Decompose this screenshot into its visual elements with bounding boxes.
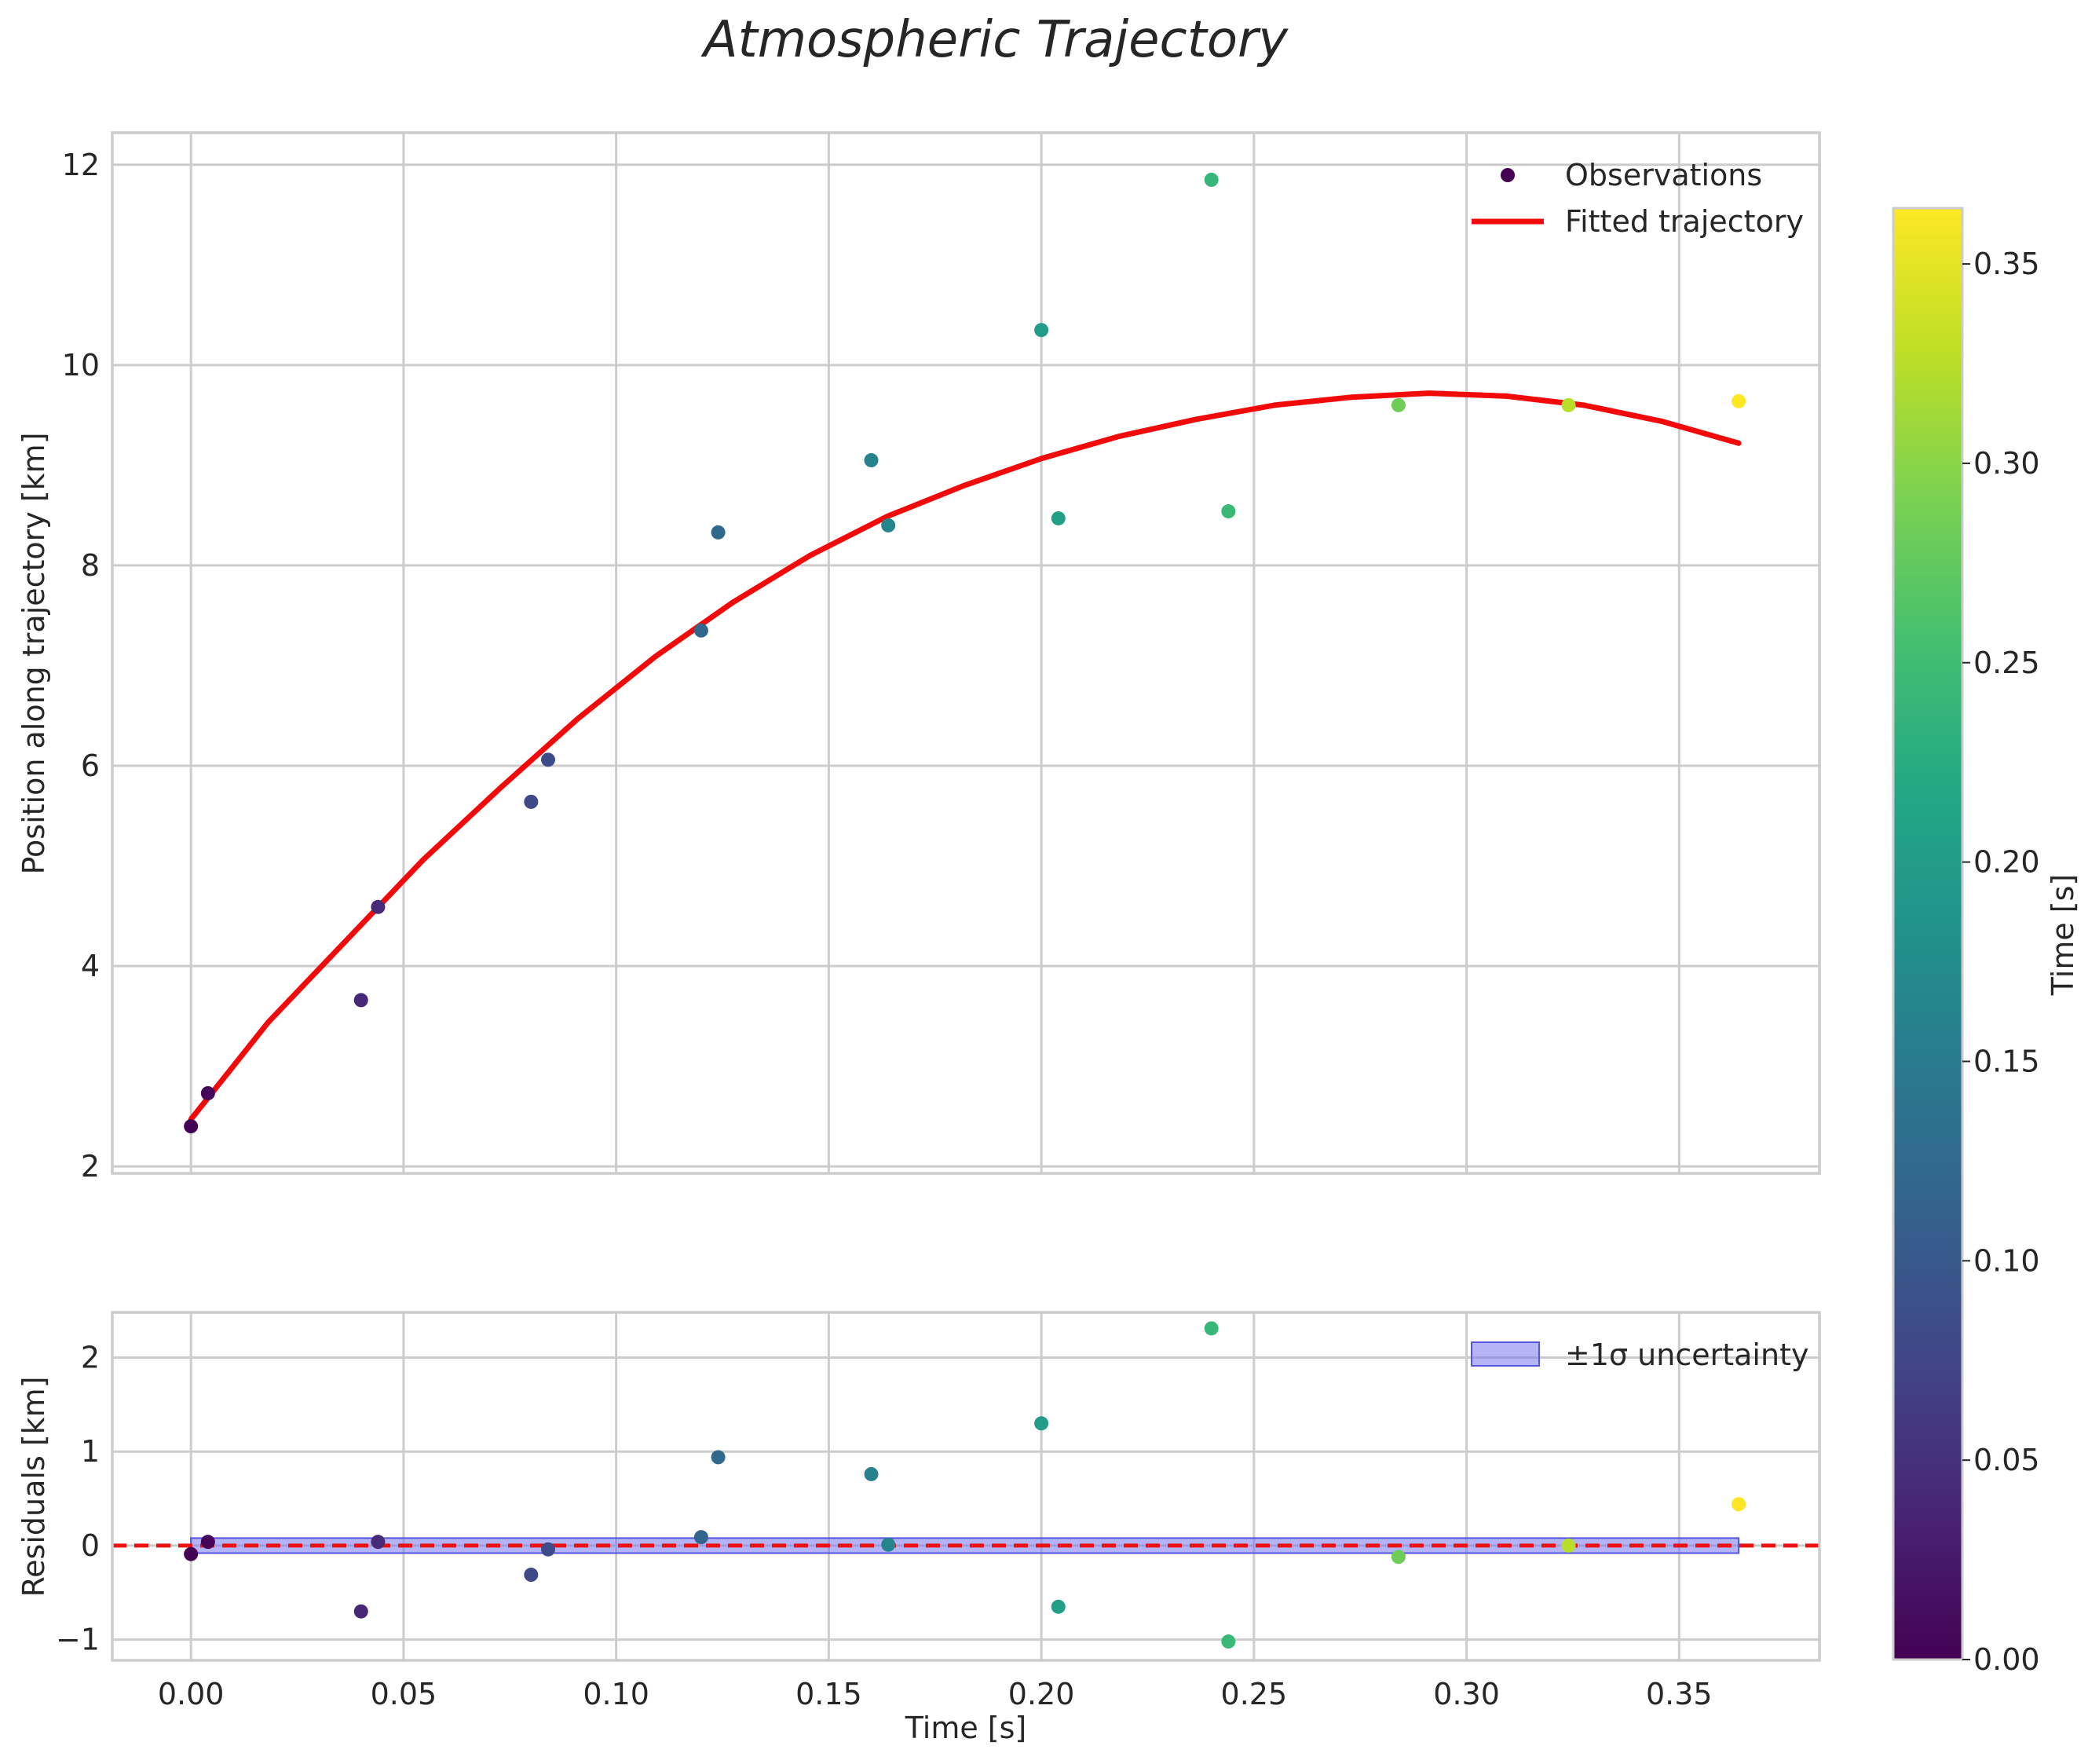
residual-point xyxy=(1051,1599,1066,1614)
observation-point xyxy=(184,1119,199,1134)
observation-point xyxy=(524,794,539,809)
colorbar-tick-label-0: 0.00 xyxy=(1973,1642,2040,1677)
residual-point xyxy=(371,1535,386,1550)
main-axes-frame xyxy=(111,131,1821,1175)
residuals-axes-frame xyxy=(111,1311,1821,1662)
colorbar: 0.00 0.05 0.10 0.15 0.20 0.25 0.30 0.35 Time [s… xyxy=(1892,207,2080,1677)
x-tick-label-6: 0.30 xyxy=(1433,1677,1500,1711)
main-y-tick-label-5: 12 xyxy=(62,148,100,182)
x-tick-label-3: 0.15 xyxy=(795,1677,862,1711)
main-plot-area xyxy=(184,172,1746,1134)
residuals-y-tick-label-0: −1 xyxy=(56,1623,100,1657)
colorbar-tick-label-1: 0.05 xyxy=(1973,1443,2040,1477)
colorbar-tick-label-3: 0.15 xyxy=(1973,1044,2040,1078)
fitted-trajectory-line xyxy=(188,390,1742,1122)
observation-point xyxy=(371,899,386,914)
colorbar-frame xyxy=(1892,207,1964,1661)
main-y-tick-label-4: 10 xyxy=(62,348,100,382)
residuals-y-tick-label-3: 2 xyxy=(81,1340,100,1374)
chart-title: Atmospheric Trajectory xyxy=(700,11,1289,69)
observation-point xyxy=(1391,397,1406,412)
residual-point xyxy=(184,1546,199,1561)
residuals-y-axis-label: Residuals [km] xyxy=(16,1376,51,1597)
residual-point xyxy=(1034,1416,1049,1431)
residuals-tick-labels: 0.00 0.05 0.10 0.15 0.20 0.25 0.30 0.35 −1 0 1 2 xyxy=(56,1340,1713,1711)
colorbar-tick-label-5: 0.25 xyxy=(1973,646,2040,680)
observation-point xyxy=(1204,172,1219,187)
residual-point xyxy=(541,1542,556,1557)
x-tick-label-2: 0.10 xyxy=(583,1677,649,1711)
residual-point xyxy=(881,1537,896,1552)
observation-point xyxy=(1034,323,1049,338)
main-y-tick-label-0: 2 xyxy=(81,1149,100,1184)
colorbar-tick-label-6: 0.30 xyxy=(1973,446,2040,481)
main-gridlines xyxy=(112,133,1819,1173)
x-tick-label-7: 0.35 xyxy=(1646,1677,1713,1711)
legend-uncertainty-label: ±1σ uncertainty xyxy=(1565,1338,1808,1372)
residuals-gridlines xyxy=(112,1312,1819,1660)
main-y-tick-label-2: 6 xyxy=(81,748,100,783)
x-tick-label-0: 0.00 xyxy=(158,1677,225,1711)
residuals-legend: ±1σ uncertainty xyxy=(1471,1338,1808,1372)
legend-fitted-label: Fitted trajectory xyxy=(1565,204,1804,239)
legend-observations-label: Observations xyxy=(1565,158,1762,192)
residual-point xyxy=(1204,1321,1219,1336)
observation-point xyxy=(693,623,708,638)
residual-point xyxy=(864,1466,879,1481)
main-y-tick-label-3: 8 xyxy=(81,548,100,583)
observation-point xyxy=(200,1085,215,1100)
colorbar-tick-label-4: 0.20 xyxy=(1973,845,2040,880)
observation-point xyxy=(1051,511,1066,525)
residual-point xyxy=(1561,1538,1576,1553)
x-axis-label: Time [s] xyxy=(905,1711,1027,1745)
colorbar-ticks: 0.00 0.05 0.10 0.15 0.20 0.25 0.30 0.35 xyxy=(1962,247,2040,1677)
legend-uncertainty-swatch xyxy=(1471,1341,1540,1367)
residual-point xyxy=(711,1450,726,1465)
x-tick-label-5: 0.25 xyxy=(1221,1677,1288,1711)
colorbar-gradient xyxy=(1893,208,1962,1660)
colorbar-tick-label-7: 0.35 xyxy=(1973,247,2040,281)
main-y-tick-label-1: 4 xyxy=(81,949,100,983)
x-tick-label-4: 0.20 xyxy=(1008,1677,1075,1711)
residuals-y-tick-label-2: 1 xyxy=(81,1434,100,1469)
residuals-plot-area xyxy=(112,1321,1819,1649)
residuals-y-tick-label-1: 0 xyxy=(81,1528,100,1563)
residual-point xyxy=(353,1604,368,1619)
residual-point xyxy=(200,1535,215,1550)
residual-point xyxy=(693,1530,708,1545)
residual-point xyxy=(524,1568,539,1583)
observation-point xyxy=(541,752,556,767)
residual-point xyxy=(1221,1634,1236,1649)
observation-point xyxy=(353,993,368,1008)
main-y-axis-label: Position along trajectory [km] xyxy=(16,432,51,874)
legend-observations-marker xyxy=(1501,168,1515,182)
observation-point xyxy=(1731,393,1746,408)
observation-point xyxy=(1221,504,1236,519)
main-legend: Observations Fitted trajectory xyxy=(1472,158,1804,239)
observation-point xyxy=(881,518,896,532)
observation-point xyxy=(864,453,879,468)
colorbar-label: Time [s] xyxy=(2046,874,2080,997)
x-tick-label-1: 0.05 xyxy=(371,1677,437,1711)
observation-point xyxy=(711,525,726,540)
residual-point xyxy=(1391,1550,1406,1565)
main-tick-labels: 2 4 6 8 10 12 xyxy=(62,148,100,1184)
observation-point xyxy=(1561,397,1576,412)
colorbar-tick-label-2: 0.10 xyxy=(1973,1243,2040,1278)
residual-point xyxy=(1731,1497,1746,1512)
